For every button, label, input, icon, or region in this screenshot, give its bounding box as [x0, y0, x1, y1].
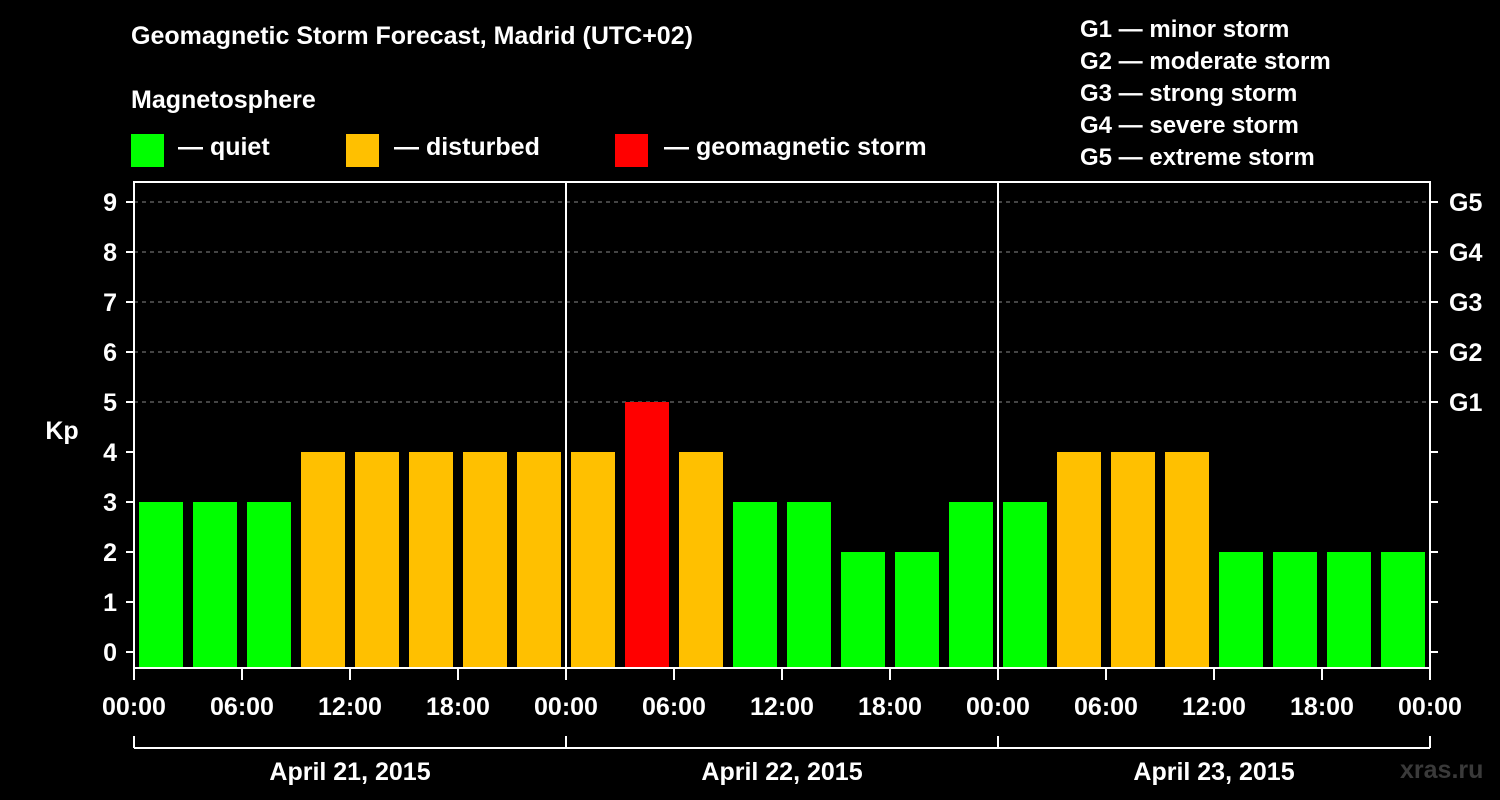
x-tick-label: 06:00: [642, 693, 706, 721]
kp-bar: [517, 452, 561, 668]
day-label: April 22, 2015: [701, 758, 862, 786]
x-tick-label: 06:00: [1074, 693, 1138, 721]
storm-scale-g4: G4 — severe storm: [1080, 112, 1299, 139]
y-tick-label: 7: [103, 289, 117, 317]
kp-bar: [571, 452, 615, 668]
x-tick-label: 06:00: [210, 693, 274, 721]
x-tick-label: 12:00: [750, 693, 814, 721]
y-tick-label: 2: [103, 539, 117, 567]
legend-disturbed-label: — disturbed: [394, 133, 540, 161]
storm-scale-g2: G2 — moderate storm: [1080, 48, 1331, 75]
chart-title: Geomagnetic Storm Forecast, Madrid (UTC+…: [131, 22, 693, 50]
g-level-label: G4: [1449, 239, 1482, 267]
storm-scale-legend: G1 — minor storm G2 — moderate storm G3 …: [1080, 14, 1331, 174]
legend-heading: Magnetosphere: [131, 86, 316, 114]
g-level-label: G3: [1449, 289, 1482, 317]
axis-labels: 0 1 2 3 4 5 6 7 8 9 G1 G2 G3 G4 G5 Kp 00:00 06:00 12:00 18:…: [45, 189, 1482, 786]
kp-bar: [1057, 452, 1101, 668]
kp-bar: [1111, 452, 1155, 668]
kp-bar: [355, 452, 399, 668]
g-level-label: G1: [1449, 389, 1482, 417]
x-tick-label: 18:00: [426, 693, 490, 721]
kp-bar: [139, 502, 183, 668]
y-tick-label: 4: [103, 439, 117, 467]
kp-bar: [409, 452, 453, 668]
kp-bar: [895, 552, 939, 668]
watermark: xras.ru: [1400, 756, 1484, 784]
kp-bars: [139, 402, 1425, 668]
kp-bar: [301, 452, 345, 668]
x-tick-label: 00:00: [966, 693, 1030, 721]
y-tick-label: 0: [103, 639, 117, 667]
x-tick-label: 18:00: [858, 693, 922, 721]
day-label: April 23, 2015: [1133, 758, 1294, 786]
grid-lines: [134, 201, 1430, 403]
kp-bar: [1003, 502, 1047, 668]
y-tick-label: 1: [103, 589, 117, 617]
disturbed-swatch: [346, 134, 379, 167]
y-tick-label: 3: [103, 489, 117, 517]
kp-bar: [1273, 552, 1317, 668]
y-axis-title: Kp: [45, 417, 78, 445]
day-label: April 21, 2015: [269, 758, 430, 786]
y-tick-label: 5: [103, 389, 117, 417]
x-tick-label: 12:00: [318, 693, 382, 721]
kp-bar: [733, 502, 777, 668]
legend-quiet-label: — quiet: [178, 133, 270, 161]
x-tick-label: 00:00: [102, 693, 166, 721]
kp-bar: [625, 402, 669, 668]
y-tick-label: 8: [103, 239, 117, 267]
y-tick-label: 9: [103, 189, 117, 217]
kp-bar: [1165, 452, 1209, 668]
g-level-label: G2: [1449, 339, 1482, 367]
x-tick-label: 18:00: [1290, 693, 1354, 721]
kp-bar: [949, 502, 993, 668]
quiet-swatch: [131, 134, 164, 167]
kp-bar: [787, 502, 831, 668]
kp-bar: [841, 552, 885, 668]
storm-scale-g3: G3 — strong storm: [1080, 80, 1298, 107]
chart-axes: [126, 181, 1438, 749]
kp-bar: [193, 502, 237, 668]
kp-bar: [679, 452, 723, 668]
kp-bar: [1219, 552, 1263, 668]
kp-bar: [463, 452, 507, 668]
g-level-label: G5: [1449, 189, 1482, 217]
legend-storm-label: — geomagnetic storm: [664, 133, 927, 161]
x-tick-label: 00:00: [534, 693, 598, 721]
x-tick-label: 00:00: [1398, 693, 1462, 721]
y-tick-label: 6: [103, 339, 117, 367]
kp-bar: [1381, 552, 1425, 668]
x-tick-label: 12:00: [1182, 693, 1246, 721]
storm-scale-g5: G5 — extreme storm: [1080, 144, 1315, 171]
storm-swatch: [615, 134, 648, 167]
kp-bar: [247, 502, 291, 668]
kp-bar: [1327, 552, 1371, 668]
storm-scale-g1: G1 — minor storm: [1080, 16, 1290, 43]
